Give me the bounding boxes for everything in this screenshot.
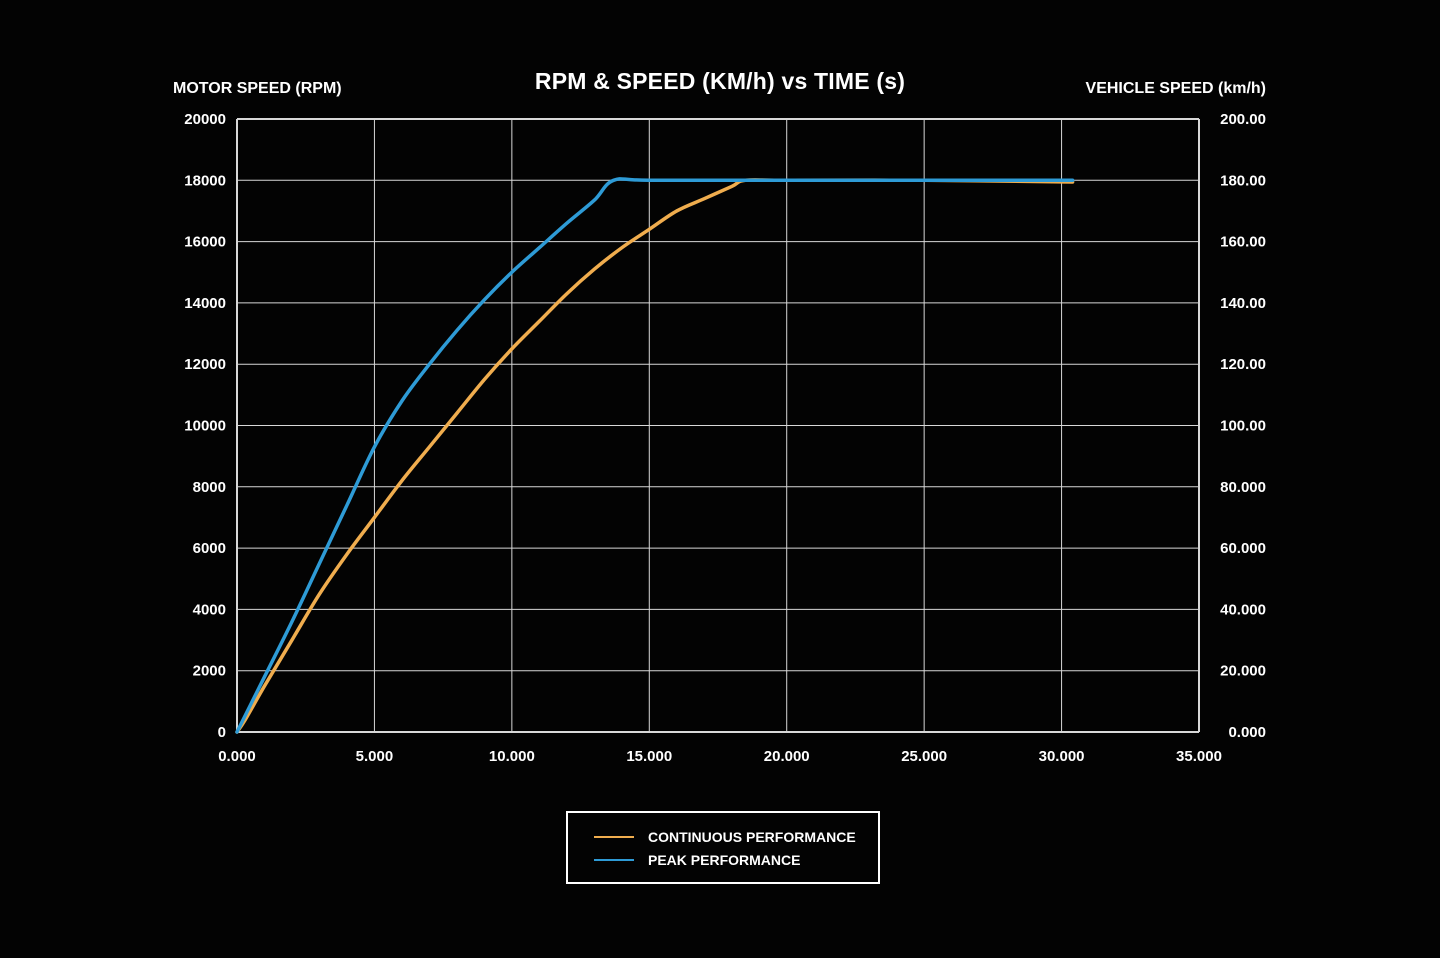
grid-lines [236, 118, 1200, 733]
y-tick-label-left: 8000 [193, 479, 226, 496]
y-tick-label-right: 120.00 [1220, 356, 1266, 373]
series-lines [235, 177, 1075, 734]
chart-title: RPM & SPEED (KM/h) vs TIME (s) [534, 68, 906, 94]
y-axis-left-title: MOTOR SPEED (RPM) [173, 80, 342, 97]
y-tick-label-right: 0.000 [1228, 724, 1266, 741]
x-tick-label: 35.000 [1176, 748, 1222, 765]
legend-swatch-continuous [594, 836, 634, 838]
legend-label-continuous: CONTINUOUS PERFORMANCE [648, 829, 856, 845]
y-tick-label-left: 12000 [184, 356, 226, 373]
y-tick-label-left: 20000 [184, 111, 226, 128]
y-tick-label-right: 80.000 [1220, 479, 1266, 496]
x-tick-label: 5.000 [356, 748, 394, 765]
x-tick-label: 15.000 [626, 748, 672, 765]
series-line-continuous [235, 178, 1075, 734]
y-tick-label-left: 14000 [184, 295, 226, 312]
x-tick-label: 10.000 [489, 748, 535, 765]
y-tick-label-left: 0 [218, 724, 226, 741]
y-tick-label-left: 10000 [184, 418, 226, 435]
y-tick-label-left: 6000 [193, 540, 226, 557]
legend-item-peak: PEAK PERFORMANCE [594, 850, 800, 870]
y-tick-label-right: 20.000 [1220, 663, 1266, 680]
x-tick-label: 25.000 [901, 748, 947, 765]
y-tick-label-right: 40.000 [1220, 601, 1266, 618]
y-tick-label-left: 18000 [184, 172, 226, 189]
x-tick-label: 20.000 [764, 748, 810, 765]
y-tick-label-right: 160.00 [1220, 234, 1266, 251]
y-tick-label-left: 2000 [193, 663, 226, 680]
y-tick-label-right: 140.00 [1220, 295, 1266, 312]
chart-legend: CONTINUOUS PERFORMANCE PEAK PERFORMANCE [566, 811, 880, 884]
y-tick-label-right: 60.000 [1220, 540, 1266, 557]
y-tick-label-right: 200.00 [1220, 111, 1266, 128]
y-tick-label-right: 100.00 [1220, 418, 1266, 435]
y-tick-label-left: 4000 [193, 601, 226, 618]
x-tick-label: 30.000 [1039, 748, 1085, 765]
y-tick-label-right: 180.00 [1220, 172, 1266, 189]
y-axis-right-title: VEHICLE SPEED (km/h) [1085, 80, 1266, 97]
legend-label-peak: PEAK PERFORMANCE [648, 852, 801, 868]
x-tick-label: 0.000 [218, 748, 256, 765]
legend-item-continuous: CONTINUOUS PERFORMANCE [594, 827, 856, 847]
y-tick-label-left: 16000 [184, 234, 226, 251]
legend-swatch-peak [594, 859, 634, 861]
tick-labels: 0.000 5.000 10.000 15.000 20.000 25.000 30.000… [184, 111, 1266, 765]
series-line-peak [235, 177, 1075, 734]
